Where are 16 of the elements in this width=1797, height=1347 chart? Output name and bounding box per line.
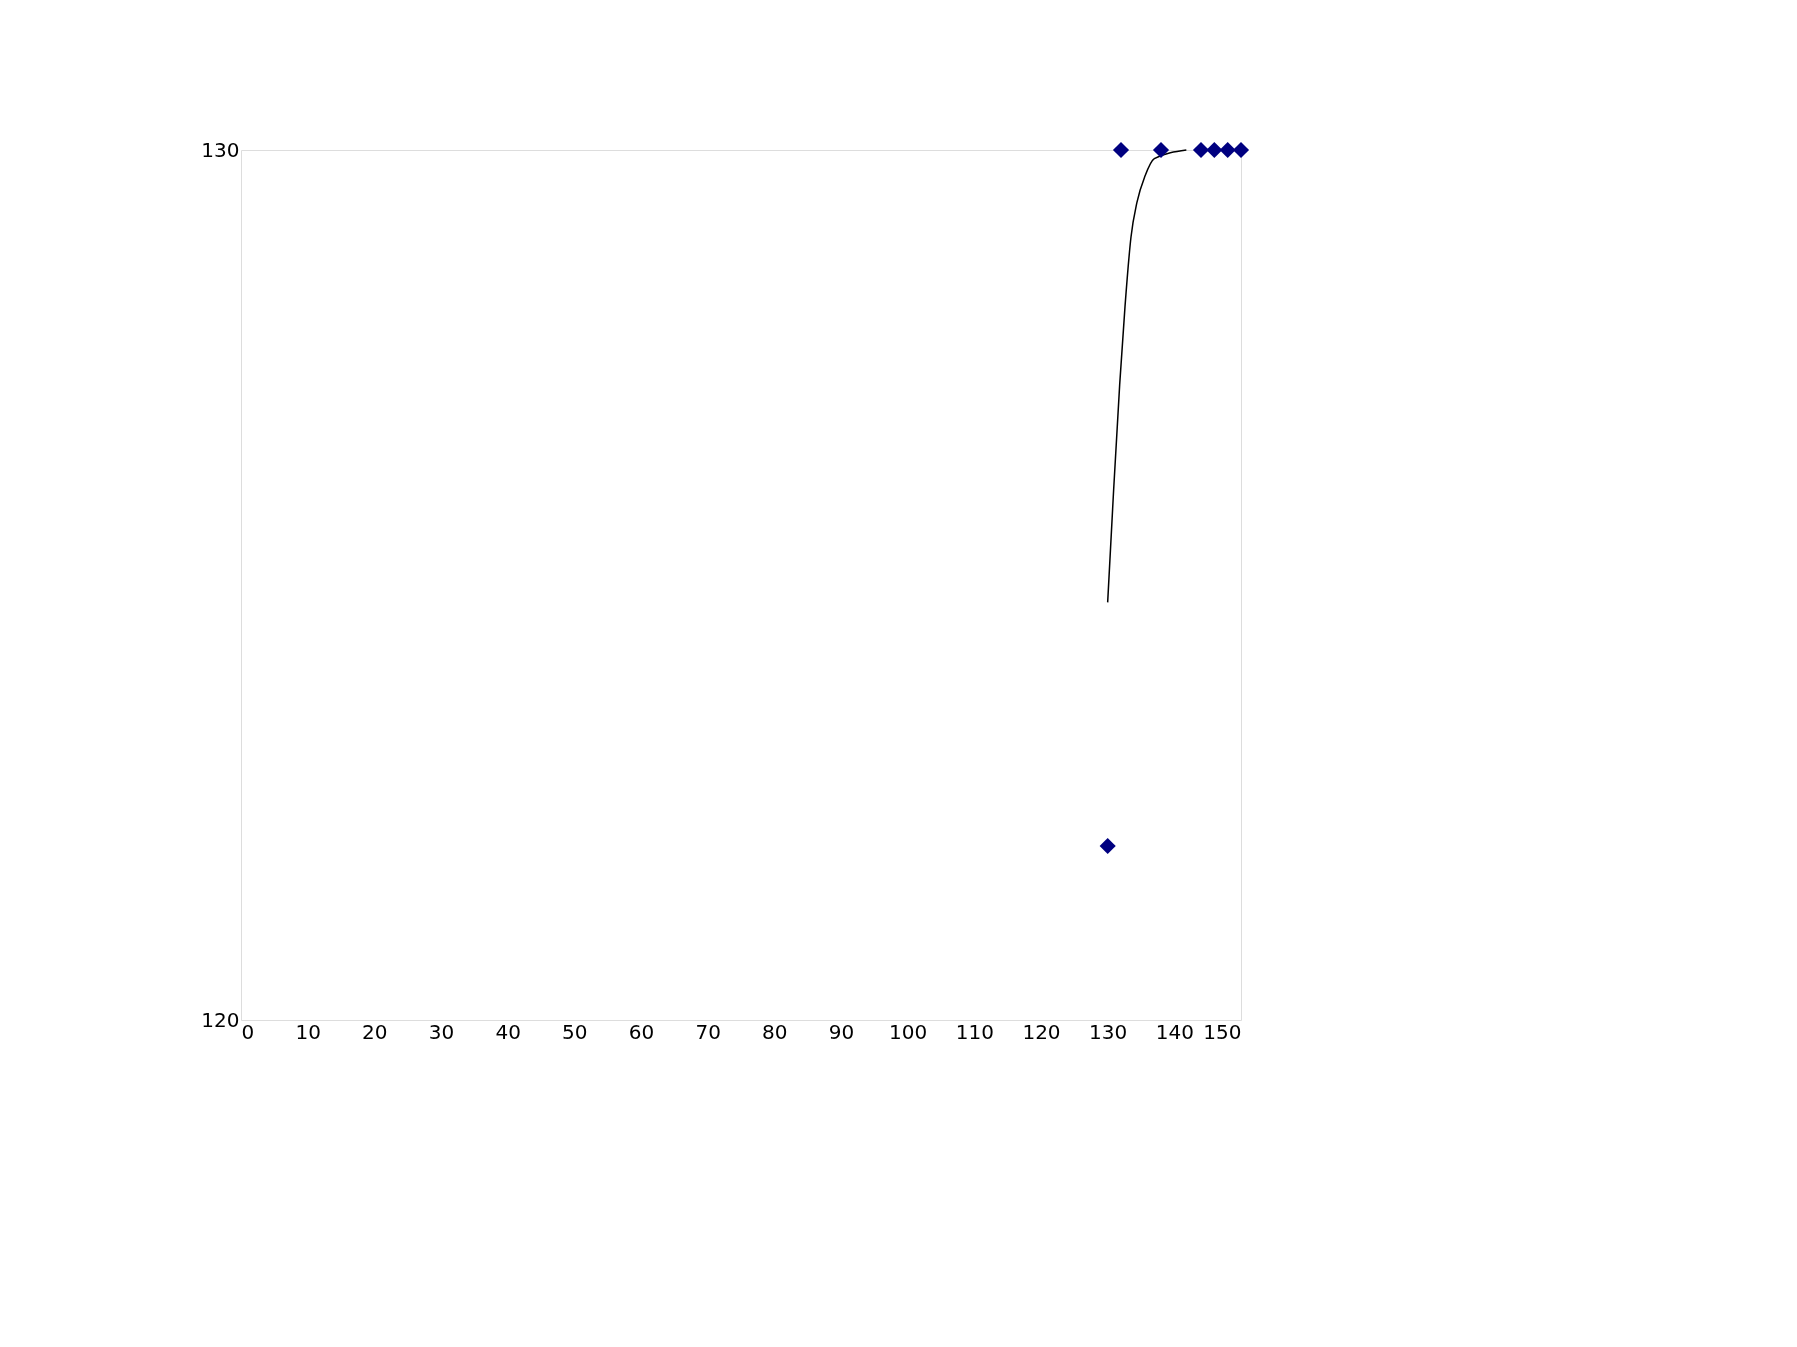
x-tick-label: 120 xyxy=(1022,1019,1061,1044)
x-tick-label: 50 xyxy=(562,1019,588,1044)
x-tick-label: 40 xyxy=(495,1019,521,1044)
x-tick-label: 20 xyxy=(362,1019,388,1044)
x-tick-label: 70 xyxy=(695,1019,721,1044)
x-tick-label: 80 xyxy=(762,1019,788,1044)
x-tick-label: 90 xyxy=(828,1019,855,1044)
x-tick-label: 10 xyxy=(295,1019,321,1044)
x-tick-label: 130 xyxy=(1089,1019,1128,1044)
x-tick-label: 140 xyxy=(1155,1019,1194,1044)
x-tick-label: 60 xyxy=(628,1019,655,1044)
x-tick-label: 150 xyxy=(1203,1019,1242,1044)
x-tick-label: 100 xyxy=(889,1019,928,1044)
x-tick-label: 110 xyxy=(955,1019,994,1044)
x-tick-label: 0 xyxy=(241,1019,255,1044)
x-tick-label: 30 xyxy=(428,1019,455,1044)
